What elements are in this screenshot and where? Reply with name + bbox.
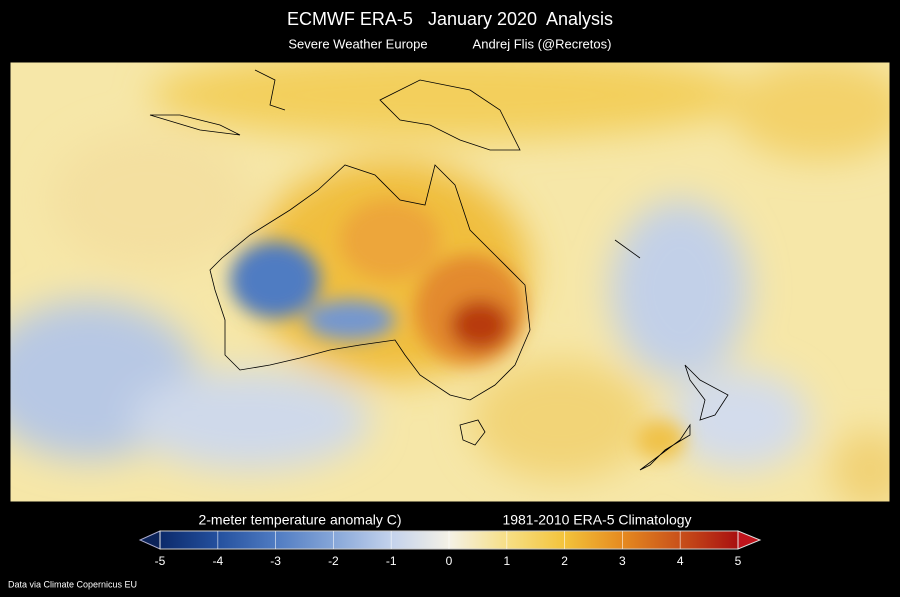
coastlines [149, 69, 729, 471]
colorbar-tick-label: -4 [212, 554, 223, 568]
credit: Data via Climate Copernicus EU [8, 579, 137, 589]
colorbar-tick-label: 3 [619, 554, 626, 568]
map-frame [9, 61, 891, 503]
title: ECMWF ERA-5 January 2020 Analysis [287, 9, 613, 29]
colorbar-reference: 1981-2010 ERA-5 Climatology [502, 512, 691, 528]
subtitle-left: Severe Weather Europe [288, 36, 427, 51]
colorbar-tick-label: -2 [328, 554, 339, 568]
colorbar-ticks: -5 -4 -3 -2 -1 0 1 2 3 4 5 [155, 531, 742, 568]
colorbar-tick-label: 0 [446, 554, 453, 568]
map [10, 62, 890, 502]
colorbar-tick-label: -1 [386, 554, 397, 568]
anomaly-field [10, 62, 890, 502]
colorbar-tick-label: 1 [503, 554, 510, 568]
colorbar-tick-label: 5 [735, 554, 742, 568]
colorbar-tick-label: 4 [677, 554, 684, 568]
colorbar-tick-label: 2 [561, 554, 568, 568]
colorbar-tick-label: -3 [270, 554, 281, 568]
anomaly-core [230, 200, 685, 460]
colorbar-tick-label: -5 [155, 554, 166, 568]
subtitle-right: Andrej Flis (@Recretos) [473, 36, 612, 51]
colorbar-label: 2-meter temperature anomaly C) [198, 512, 401, 528]
